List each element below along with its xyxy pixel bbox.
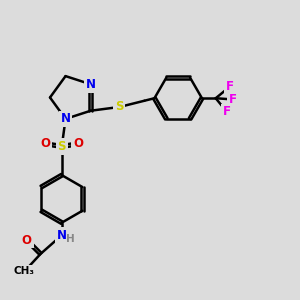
Text: F: F xyxy=(223,106,231,118)
Text: N: N xyxy=(61,112,70,125)
Text: N: N xyxy=(57,229,67,242)
Text: N: N xyxy=(86,78,96,91)
Text: O: O xyxy=(73,137,83,150)
Text: S: S xyxy=(115,100,124,113)
Text: H: H xyxy=(66,234,75,244)
Text: S: S xyxy=(58,140,66,153)
Text: O: O xyxy=(22,234,32,247)
Text: O: O xyxy=(40,137,50,150)
Text: F: F xyxy=(229,93,237,106)
Text: F: F xyxy=(226,80,233,94)
Text: CH₃: CH₃ xyxy=(14,266,35,276)
